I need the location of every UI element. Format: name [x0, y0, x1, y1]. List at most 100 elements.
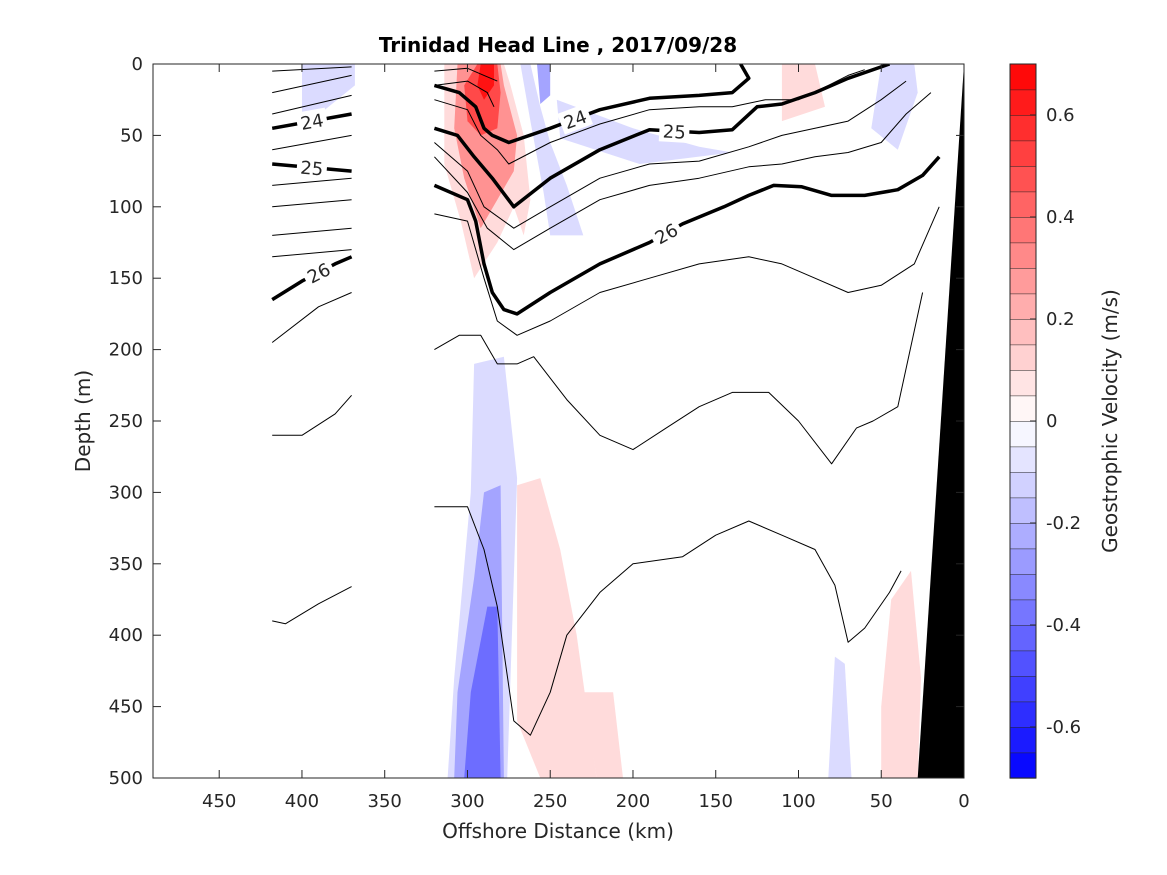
isopycnal-14-0: [434, 67, 498, 82]
velocity-patch-4: [520, 64, 584, 236]
colorbar-swatch-5: [1009, 624, 1037, 652]
isopycnal-7-0: [272, 199, 352, 208]
seafloor-land-mask: [917, 64, 964, 778]
colorbar-swatch-22: [1009, 191, 1037, 218]
y-tick-label-500: 500: [109, 768, 143, 789]
colorbar-tick-label-1: -0.4: [1046, 615, 1081, 636]
x-tick-label-0: 0: [958, 791, 969, 812]
x-tick-label-100: 100: [781, 791, 815, 812]
colorbar-swatch-8: [1009, 548, 1037, 575]
y-tick-label-250: 250: [109, 411, 143, 432]
y-tick-label-300: 300: [109, 482, 143, 503]
colorbar-tick-label-6: 0.6: [1046, 105, 1075, 126]
colorbar-swatch-13: [1009, 420, 1037, 448]
isopycnal-23-0: [434, 292, 924, 465]
colorbar-swatch-15: [1009, 369, 1037, 397]
isopycnal-16-0: [433, 64, 751, 145]
colorbar-swatch-2: [1009, 701, 1037, 728]
contour-label-bg-16: [557, 103, 593, 135]
isopycnal-4-0: [272, 134, 352, 151]
colorbar-swatch-14: [1009, 395, 1037, 422]
y-tick-label-50: 50: [120, 125, 143, 146]
x-tick-label-300: 300: [450, 791, 484, 812]
velocity-patch-14: [781, 64, 825, 122]
colorbar-swatch-10: [1009, 497, 1037, 524]
colorbar-swatch-25: [1009, 114, 1037, 142]
isopycnal-20-0: [434, 92, 932, 251]
x-tick-label-250: 250: [533, 791, 567, 812]
contour-label-bg-10: [300, 255, 337, 290]
colorbar: [1009, 63, 1037, 779]
contour-label-bg-5: [295, 155, 328, 180]
colorbar-swatch-3: [1009, 675, 1037, 703]
colorbar-ticks: -0.6 -0.4 -0.2 0 0.2 0.4 0.6: [1030, 105, 1081, 738]
contour-label-18: 25: [662, 121, 686, 143]
colorbar-swatch-27: [1009, 63, 1037, 91]
x-tick-label-450: 450: [202, 791, 236, 812]
y-axis: 0 50 100 150 200 250 300 350 400 450 500: [109, 54, 964, 789]
colorbar-swatch-18: [1009, 293, 1037, 320]
isopycnal-13-0: [272, 586, 352, 625]
colorbar-swatch-6: [1009, 599, 1037, 626]
colorbar-swatch-12: [1009, 446, 1037, 473]
isopycnal-contour-layer: [271, 64, 941, 736]
y-tick-label-150: 150: [109, 268, 143, 289]
colorbar-swatch-9: [1009, 522, 1037, 550]
velocity-patch-13: [583, 692, 623, 778]
colorbar-tick-label-2: -0.2: [1046, 513, 1081, 534]
colorbar-swatch-16: [1009, 344, 1037, 371]
contour-label-bg-21: [647, 216, 685, 251]
colorbar-tick-label-0: -0.6: [1046, 717, 1081, 738]
isopycnal-2-0: [272, 94, 352, 115]
y-tick-label-400: 400: [109, 625, 143, 646]
y-axis-label: Depth (m): [71, 370, 95, 472]
isopycnal-6-0: [272, 177, 352, 186]
y-tick-label-100: 100: [109, 197, 143, 218]
colorbar-swatch-23: [1009, 165, 1037, 193]
contour-label-bg-3: [295, 107, 329, 135]
colorbar-swatch-4: [1009, 650, 1037, 677]
colorbar-swatch-26: [1009, 89, 1037, 116]
y-tick-label-200: 200: [109, 340, 143, 361]
x-tick-label-400: 400: [285, 791, 319, 812]
x-axis: 450 400 350 300 250 200 150 100 50 0: [202, 64, 970, 812]
colorbar-swatch-17: [1009, 318, 1037, 346]
velocity-patch-16: [828, 656, 852, 778]
x-tick-label-50: 50: [870, 791, 893, 812]
contour-label-5: 25: [299, 158, 324, 181]
isopycnal-19-0: [434, 80, 907, 229]
colorbar-swatch-1: [1009, 726, 1037, 754]
contour-label-3: 24: [299, 110, 325, 135]
colorbar-swatch-7: [1009, 573, 1037, 601]
x-tick-label-150: 150: [699, 791, 733, 812]
velocity-patch-3: [477, 64, 494, 100]
colorbar-swatch-19: [1009, 267, 1037, 295]
isopycnal-9-0: [272, 249, 352, 258]
y-tick-label-450: 450: [109, 697, 143, 718]
colorbar-swatch-21: [1009, 216, 1037, 244]
isopycnal-11-0: [271, 292, 352, 343]
colorbar-tick-label-4: 0.2: [1046, 309, 1075, 330]
chart-title: Trinidad Head Line , 2017/09/28: [379, 33, 737, 57]
contour-label-bg-18: [658, 119, 690, 143]
land-polygon: [917, 64, 964, 778]
isopycnal-1-0: [272, 74, 352, 94]
velocity-patch-5: [537, 64, 551, 104]
x-axis-label: Offshore Distance (km): [442, 819, 674, 843]
velocity-patch-8: [871, 64, 918, 150]
velocity-patch-15: [881, 570, 921, 778]
y-tick-label-0: 0: [132, 54, 143, 75]
velocity-fill-layer: [302, 64, 921, 778]
colorbar-tick-label-3: 0: [1046, 411, 1057, 432]
colorbar-swatch-20: [1009, 242, 1037, 269]
colorbar-swatch-11: [1009, 471, 1037, 499]
colorbar-label: Geostrophic Velocity (m/s): [1098, 289, 1122, 553]
y-tick-label-350: 350: [109, 554, 143, 575]
x-tick-label-200: 200: [616, 791, 650, 812]
isopycnal-22-0: [434, 206, 940, 336]
x-tick-label-350: 350: [368, 791, 402, 812]
colorbar-swatch-24: [1009, 140, 1037, 167]
colorbar-tick-label-5: 0.4: [1046, 207, 1075, 228]
isopycnal-12-0: [272, 394, 352, 436]
